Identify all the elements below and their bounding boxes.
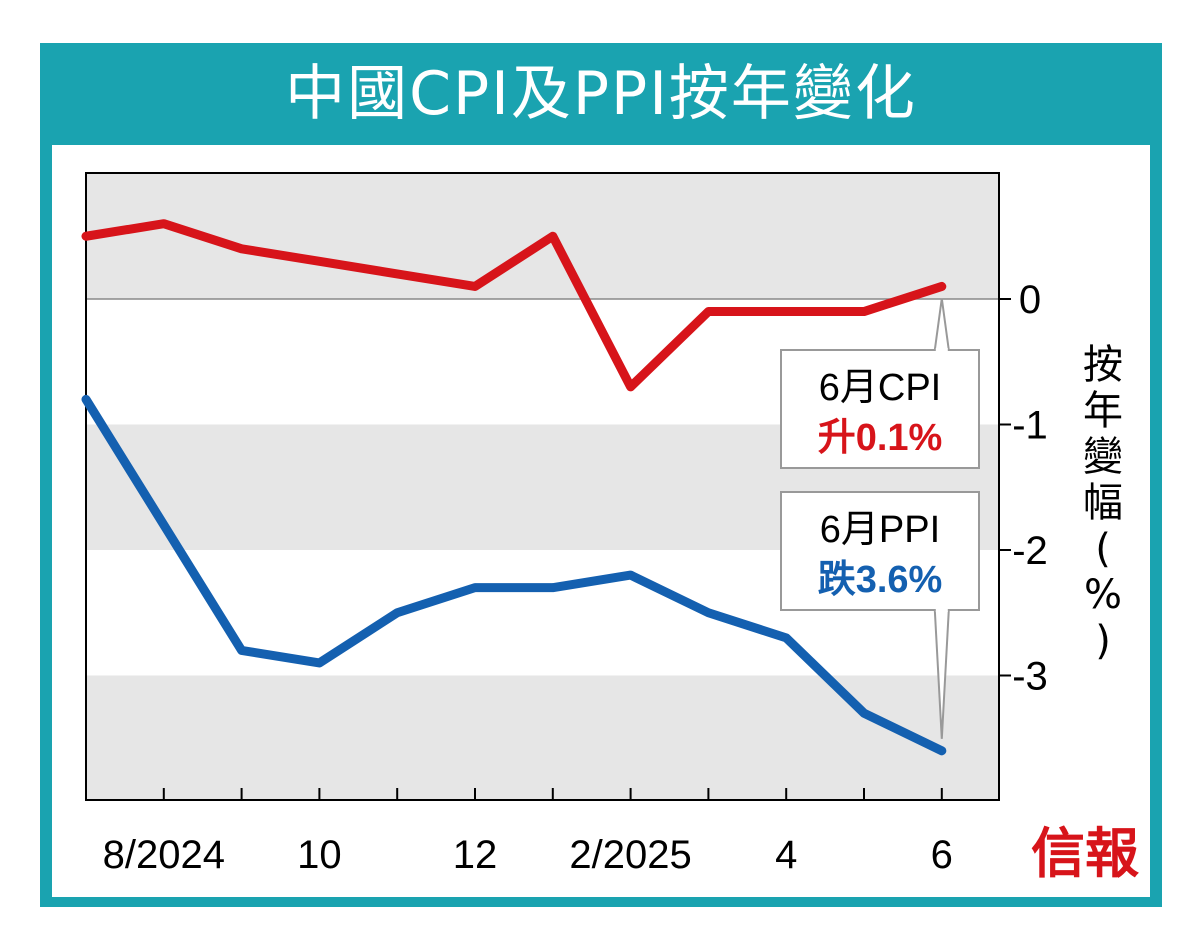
band — [86, 675, 999, 800]
callout-box — [780, 491, 980, 611]
y-tick-label: -3 — [1012, 655, 1048, 699]
callout-box — [780, 349, 980, 469]
y-axis: 0 -1 -2 -3 — [999, 278, 1048, 699]
callout-title: 6月CPI — [819, 367, 941, 409]
cpi-line — [81, 219, 947, 392]
x-tick-label: 2/2025 — [569, 833, 691, 877]
x-tick-label: 4 — [775, 833, 797, 877]
callout-value: 升0.1% — [818, 417, 943, 459]
callout-cpi: 6月CPI 升0.1% — [780, 298, 980, 469]
plot-border — [85, 172, 1000, 801]
ppi-line — [81, 394, 947, 756]
callout-pointer — [933, 298, 950, 351]
callout-ppi: 6月PPI 跌3.6% — [780, 491, 980, 739]
brand-logo: 信報 — [1031, 821, 1139, 885]
x-tick-label: 10 — [297, 833, 342, 877]
x-tick-label: 6 — [931, 833, 953, 877]
x-tick-label: 8/2024 — [103, 833, 225, 877]
band — [86, 173, 999, 299]
y-tick-label: -1 — [1012, 404, 1048, 448]
y-tick-label: -2 — [1012, 529, 1048, 573]
y-tick-label: 0 — [1019, 278, 1041, 322]
callout-value: 跌3.6% — [818, 559, 943, 601]
callouts: 6月CPI 升0.1% 6月PPI 跌3.6% — [780, 298, 980, 739]
x-tick-label: 12 — [453, 833, 498, 877]
background-bands — [86, 173, 999, 800]
callout-title: 6月PPI — [820, 509, 940, 551]
chart-title: 中國CPI及PPI按年變化 — [285, 59, 917, 129]
x-axis: 8/2024 10 12 2/2025 4 6 — [103, 788, 953, 877]
series-lines — [81, 219, 947, 756]
y-axis-label: 按年變幅(%) — [1083, 342, 1123, 664]
